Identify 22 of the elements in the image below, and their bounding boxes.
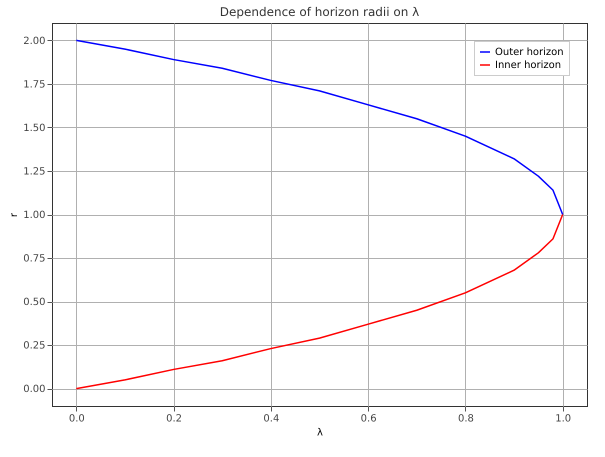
y-tick-label: 0.50 xyxy=(23,297,46,308)
x-tick-label: 0.6 xyxy=(360,414,377,424)
y-tick-label: 0.00 xyxy=(23,384,46,396)
legend-label: Outer horizon xyxy=(495,47,564,58)
x-axis-title: λ xyxy=(317,428,324,438)
chart-title: Dependence of horizon radii on λ xyxy=(220,5,420,19)
y-tick-label: 2.00 xyxy=(23,36,46,47)
y-tick-label: 1.50 xyxy=(23,122,46,134)
y-tick-label: 0.75 xyxy=(23,254,46,265)
legend-label: Inner horizon xyxy=(495,60,562,71)
y-tick-label: 1.00 xyxy=(23,210,46,221)
line-series xyxy=(76,40,564,216)
x-tick-label: 0.8 xyxy=(458,414,474,424)
x-tick-label: 0.4 xyxy=(263,414,280,424)
y-axis-title: r xyxy=(9,212,20,218)
x-tick-label: 1.0 xyxy=(555,414,572,424)
y-tick-label: 1.25 xyxy=(23,166,46,178)
y-tick-label: 0.25 xyxy=(23,340,46,352)
y-tick-label: 1.75 xyxy=(23,79,46,90)
x-tick-label: 0.0 xyxy=(68,414,85,424)
line-series xyxy=(76,214,564,390)
x-tick-label: 0.2 xyxy=(166,414,182,424)
